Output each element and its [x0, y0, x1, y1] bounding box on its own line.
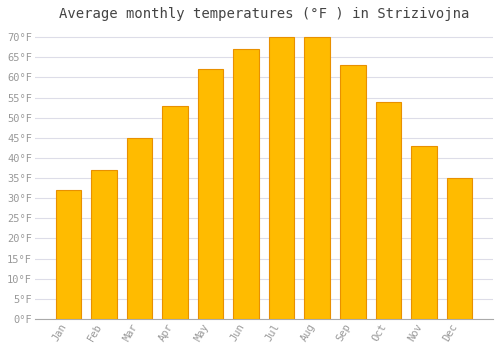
Bar: [446, 178, 472, 319]
Bar: [91, 170, 116, 319]
Bar: [234, 49, 259, 319]
Bar: [411, 146, 436, 319]
Bar: [269, 37, 294, 319]
Bar: [162, 106, 188, 319]
Bar: [56, 190, 81, 319]
Title: Average monthly temperatures (°F ) in Strizivojna: Average monthly temperatures (°F ) in St…: [58, 7, 469, 21]
Bar: [126, 138, 152, 319]
Bar: [198, 69, 224, 319]
Bar: [304, 37, 330, 319]
Bar: [376, 102, 401, 319]
Bar: [340, 65, 365, 319]
